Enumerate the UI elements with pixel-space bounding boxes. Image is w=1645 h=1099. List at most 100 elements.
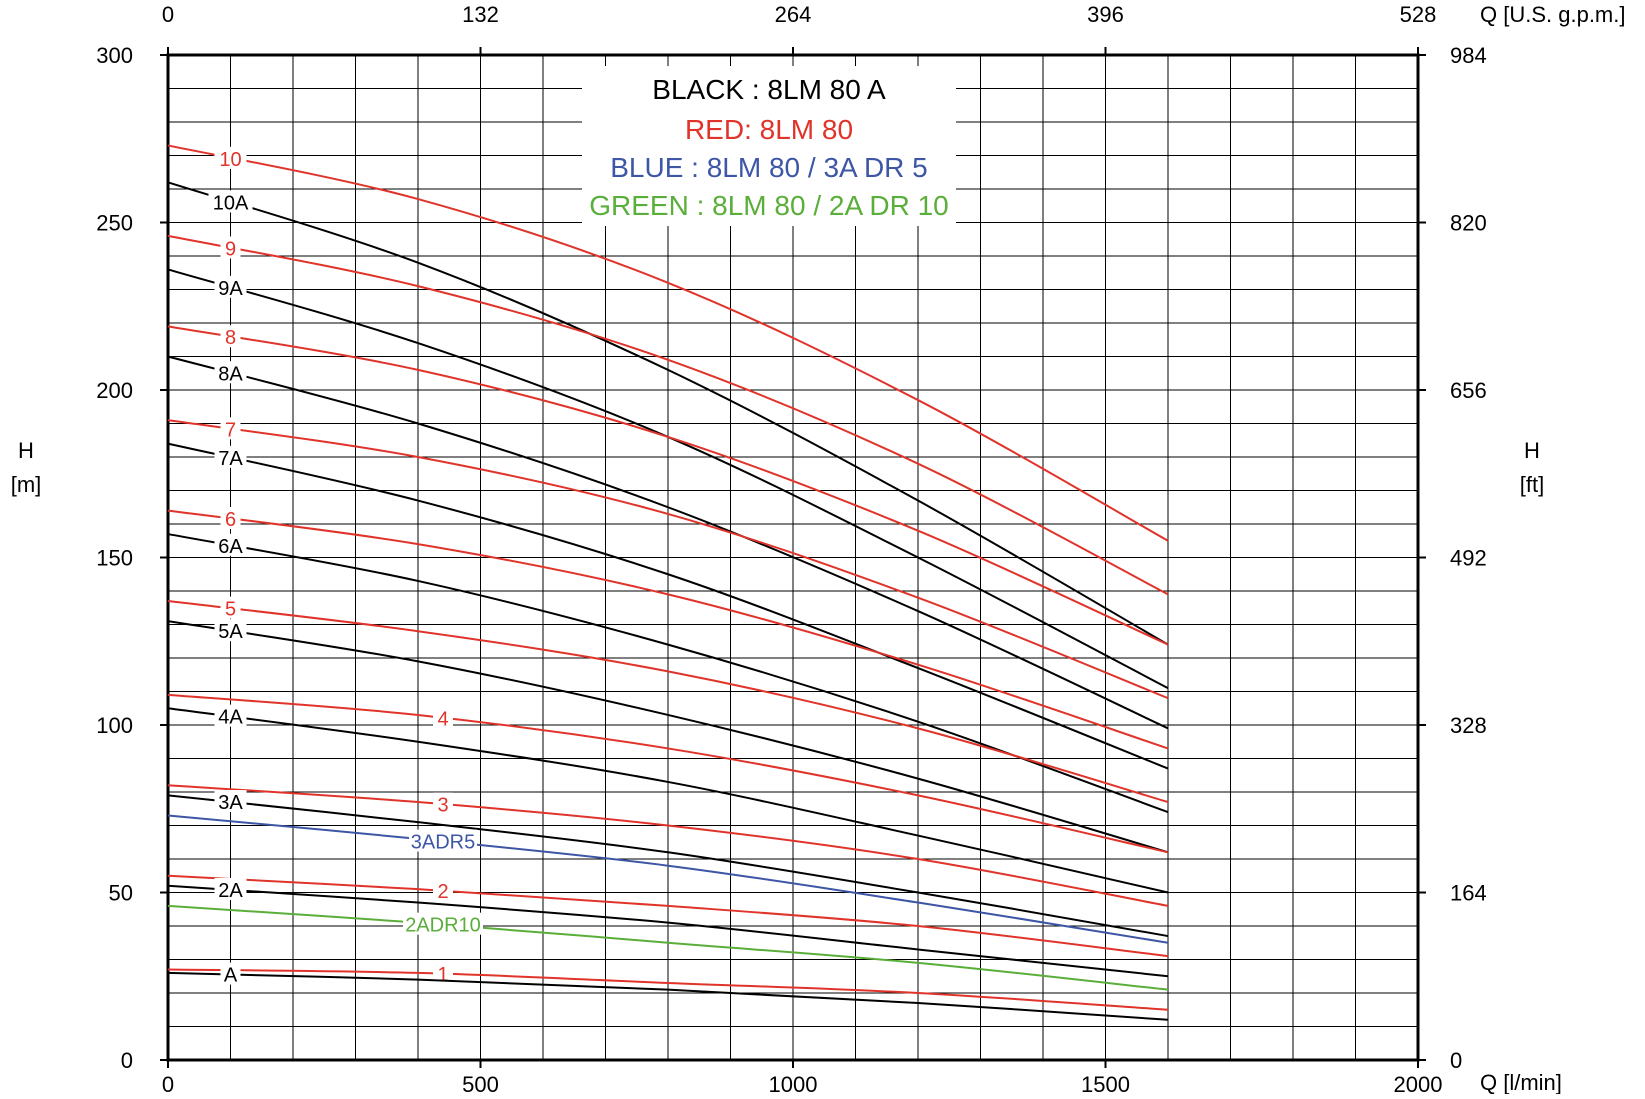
curve-2 bbox=[167, 874, 1169, 958]
curve-label-bg-6a bbox=[214, 533, 247, 556]
curve-label-bg-3 bbox=[433, 792, 453, 815]
curve-label-10: 10 bbox=[219, 149, 241, 171]
curve-3adr5 bbox=[167, 814, 1169, 944]
y-tick-label-left: 200 bbox=[96, 378, 133, 403]
x-tick-label-bottom: 0 bbox=[162, 1072, 174, 1094]
curve-label-7a: 7A bbox=[218, 448, 243, 470]
x-tick-label-top: 0 bbox=[162, 2, 174, 27]
curve-6 bbox=[167, 509, 1169, 750]
curve-2adr10 bbox=[167, 904, 1169, 991]
x-tick-label-top: 528 bbox=[1400, 2, 1437, 27]
curve-9 bbox=[167, 234, 1169, 596]
x-axis-title-top: Q [U.S. g.p.m.] bbox=[1480, 2, 1625, 27]
curve-label-9: 9 bbox=[225, 238, 236, 260]
curve-label-bg-2adr10 bbox=[403, 912, 483, 935]
curve-label-3: 3 bbox=[437, 794, 448, 816]
legend-entry: GREEN : 8LM 80 / 2A DR 10 bbox=[589, 190, 949, 221]
y-tick-label-left: 300 bbox=[96, 43, 133, 68]
curve-label-8: 8 bbox=[225, 327, 236, 349]
curve-2a bbox=[167, 884, 1169, 978]
curve-label-bg-9a bbox=[214, 275, 247, 298]
curve-label-bg-10a bbox=[208, 190, 253, 213]
curve-label-bg-7a bbox=[214, 445, 247, 468]
x-tick-label-bottom: 1500 bbox=[1081, 1072, 1130, 1094]
x-tick-label-bottom: 2000 bbox=[1394, 1072, 1443, 1094]
curve-label-3adr5: 3ADR5 bbox=[411, 832, 475, 854]
curve-label-bg-4a bbox=[214, 704, 247, 727]
x-tick-label-top: 132 bbox=[462, 2, 499, 27]
curve-label-bg-9 bbox=[220, 236, 241, 259]
curve-label-1: 1 bbox=[437, 964, 448, 986]
y-axis-title-right: H bbox=[1524, 438, 1540, 463]
x-axis-title-bottom: Q [l/min] bbox=[1480, 1070, 1562, 1094]
y-tick-label-left: 50 bbox=[109, 881, 133, 906]
curve-layer: 10 10A 9 9A 8 8A 7 7A 6 6A 55A 4 4A 3 3A 3ADR5 2 2A 2ADR10… bbox=[167, 144, 1169, 1021]
curve-label-5a: 5A bbox=[218, 621, 243, 643]
legend-entry: BLACK : 8LM 80 A bbox=[652, 74, 886, 105]
x-tick-label-top: 264 bbox=[775, 2, 812, 27]
curve-label-4a: 4A bbox=[218, 707, 243, 729]
curve-10 bbox=[167, 144, 1169, 542]
plot-frame bbox=[160, 47, 1426, 1068]
legend: BLACK : 8LM 80 A RED: 8LM 80 BLUE : 8LM 80… bbox=[582, 66, 956, 226]
curve-label-2adr10: 2ADR10 bbox=[405, 915, 481, 937]
y-tick-label-left: 100 bbox=[96, 713, 133, 738]
curve-label-6a: 6A bbox=[218, 536, 243, 558]
curve-4 bbox=[167, 693, 1169, 854]
y-tick-label-left: 0 bbox=[121, 1048, 133, 1073]
curve-label-bg-6 bbox=[220, 506, 241, 529]
y-axis-unit-left: [m] bbox=[11, 472, 42, 497]
curve-3a bbox=[167, 794, 1169, 938]
x-tick-label-top: 396 bbox=[1087, 2, 1124, 27]
y-tick-label-right: 164 bbox=[1450, 881, 1487, 906]
curve-8a bbox=[167, 355, 1169, 730]
curve-4a bbox=[167, 707, 1169, 894]
curve-label-9a: 9A bbox=[218, 278, 243, 300]
y-axis-unit-right: [ft] bbox=[1520, 472, 1544, 497]
x-tick-label-bottom: 1000 bbox=[769, 1072, 818, 1094]
curve-label-2a: 2A bbox=[218, 880, 243, 902]
y-axis-title-left: H bbox=[18, 438, 34, 463]
y-tick-label-right: 656 bbox=[1450, 378, 1487, 403]
curve-label-5: 5 bbox=[225, 599, 236, 621]
y-tick-label-right: 492 bbox=[1450, 546, 1487, 571]
curve-label-bg-5a bbox=[214, 619, 247, 642]
curve-1 bbox=[167, 968, 1169, 1011]
y-tick-label-left: 250 bbox=[96, 211, 133, 236]
curve-10a bbox=[167, 181, 1169, 646]
curve-label-bg-2a bbox=[214, 877, 247, 900]
curve-label-bg-7 bbox=[220, 417, 241, 440]
curve-label-10a: 10A bbox=[213, 192, 249, 214]
curve-8 bbox=[167, 325, 1169, 646]
y-tick-label-right: 0 bbox=[1450, 1048, 1462, 1073]
curve-label-a: A bbox=[224, 965, 238, 987]
curve-label-8a: 8A bbox=[218, 363, 243, 385]
curve-label-bg-3a bbox=[214, 790, 247, 813]
curve-label-bg-10 bbox=[214, 146, 247, 169]
curve-label-2: 2 bbox=[437, 881, 448, 903]
curve-5 bbox=[167, 600, 1169, 804]
x-tick-label-bottom: 500 bbox=[462, 1072, 499, 1094]
curve-label-bg-5 bbox=[220, 596, 241, 619]
curve-label-7: 7 bbox=[225, 419, 236, 441]
curve-7a bbox=[167, 442, 1169, 770]
curve-label-3a: 3A bbox=[218, 792, 243, 814]
curve-label-bg-2 bbox=[433, 878, 453, 901]
curve-label-bg-8 bbox=[220, 325, 241, 348]
curve-label-bg-1 bbox=[433, 961, 453, 984]
curve-label-bg-a bbox=[220, 962, 241, 985]
legend-entry: BLUE : 8LM 80 / 3A DR 5 bbox=[610, 152, 928, 183]
curve-5a bbox=[167, 620, 1169, 854]
curve-3 bbox=[167, 784, 1169, 907]
legend-background bbox=[582, 66, 956, 226]
curve-label-4: 4 bbox=[437, 708, 448, 730]
legend-entry: RED: 8LM 80 bbox=[685, 114, 853, 145]
curve-7 bbox=[167, 419, 1169, 700]
y-tick-label-right: 328 bbox=[1450, 713, 1487, 738]
curve-label-6: 6 bbox=[225, 509, 236, 531]
curve-label-bg-3adr5 bbox=[409, 829, 477, 852]
y-tick-label-left: 150 bbox=[96, 546, 133, 571]
y-tick-label-right: 820 bbox=[1450, 211, 1487, 236]
